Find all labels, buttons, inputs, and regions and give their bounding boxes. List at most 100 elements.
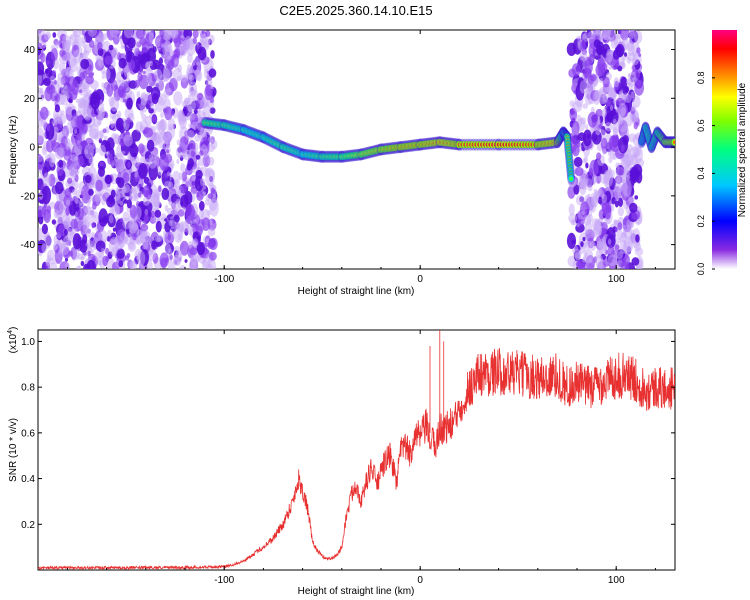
noise-speck-0-1304	[195, 169, 203, 179]
noise-speck-0-1570	[199, 127, 207, 138]
noise-speck-0-1448	[49, 262, 58, 269]
colorbar: 0.0 0.2 0.4 0.6 0.8 Normalized spectral ampl…	[696, 30, 748, 275]
noise-speck-1-514	[618, 197, 623, 207]
noise-speck-0-1154	[119, 200, 124, 206]
noise-speck-0-803	[181, 171, 188, 182]
noise-speck-0-1161	[178, 172, 183, 181]
noise-speck-0-1492	[116, 248, 125, 259]
noise-speck-0-540	[160, 111, 165, 119]
noise-speck-0-831	[205, 238, 209, 244]
noise-speck-1-586	[579, 181, 587, 196]
noise-speck-0-1061	[162, 68, 170, 82]
noise-speck-0-1525	[101, 248, 105, 253]
noise-speck-0-1543	[210, 50, 215, 59]
noise-speck-1-606	[618, 102, 627, 117]
noise-speck-0-1291	[146, 139, 155, 152]
noise-speck-1-596	[614, 244, 620, 251]
noise-speck-0-1542	[177, 109, 185, 122]
noise-speck-0-306	[38, 127, 45, 144]
noise-speck-1-510	[571, 120, 580, 137]
noise-speck-0-537	[52, 32, 57, 38]
noise-speck-0-404	[164, 204, 169, 212]
noise-speck-0-1580	[125, 255, 130, 261]
noise-speck-0-1321	[98, 144, 106, 156]
noise-speck-0-1325	[82, 219, 90, 232]
noise-speck-0-1235	[134, 79, 140, 88]
x-tick-label: 100	[608, 274, 625, 285]
figure-title: C2E5.2025.360.14.10.E15	[279, 3, 432, 18]
noise-speck-0-1447	[38, 109, 41, 118]
noise-speck-0-1318	[83, 48, 88, 54]
noise-speck-1-501	[601, 62, 608, 73]
noise-speck-0-1187	[64, 258, 69, 262]
noise-speck-0-1530	[210, 85, 215, 90]
y-tick-label: 20	[24, 94, 36, 105]
noise-speck-0-1463	[55, 209, 65, 220]
noise-speck-0-1449	[167, 59, 175, 70]
noise-speck-0-1499	[207, 193, 214, 199]
colorbar-label: Normalized spectral amplitude	[737, 82, 748, 217]
noise-speck-1-538	[587, 193, 591, 198]
noise-speck-0-1309	[175, 249, 183, 263]
noise-speck-1-577	[601, 202, 612, 214]
noise-speck-0-1496	[190, 150, 196, 157]
noise-speck-0-1582	[192, 175, 196, 182]
spectrogram-plot: -100 0 100 -40 -20 0 20 40 Height of straight …	[8, 29, 676, 297]
noise-speck-0-1549	[89, 161, 95, 168]
noise-speck-1-201	[620, 76, 628, 89]
noise-speck-0-1410	[153, 69, 163, 81]
noise-speck-1-574	[581, 210, 585, 215]
noise-speck-0-1566	[40, 106, 49, 120]
noise-speck-1-376	[612, 152, 616, 159]
noise-speck-0-1347	[187, 53, 193, 64]
noise-speck-0-1430	[99, 218, 104, 223]
noise-speck-1-468	[636, 80, 642, 86]
noise-speck-1-409	[631, 91, 635, 99]
noise-speck-0-1351	[152, 46, 157, 53]
noise-speck-1-523	[607, 30, 615, 42]
noise-speck-0-1584	[180, 185, 187, 194]
noise-speck-0-1581	[209, 97, 214, 104]
noise-speck-1-406	[634, 79, 644, 96]
noise-speck-0-1427	[65, 155, 69, 160]
snr-y-label: SNR (10 * v/v)	[8, 418, 19, 482]
noise-speck-0-1415	[138, 163, 148, 179]
noise-speck-0-1414	[151, 93, 159, 105]
noise-speck-1-375	[612, 99, 617, 104]
noise-speck-0-1389	[164, 180, 172, 189]
noise-speck-0-402	[209, 237, 218, 251]
noise-speck-0-397	[101, 197, 106, 206]
noise-speck-0-1094	[208, 68, 217, 78]
noise-speck-0-1255	[102, 71, 106, 75]
noise-speck-1-614	[579, 51, 588, 62]
noise-speck-0-1476	[46, 123, 51, 132]
noise-speck-1-572	[566, 232, 577, 249]
noise-speck-1-616	[582, 129, 592, 147]
noise-speck-0-1560	[107, 153, 114, 165]
noise-speck-0-1277	[160, 118, 165, 126]
x-tick-label: 100	[608, 575, 625, 586]
noise-speck-0-1565	[65, 199, 71, 206]
noise-speck-0-1193	[126, 199, 132, 209]
noise-speck-0-1468	[170, 111, 175, 116]
noise-speck-0-989	[126, 117, 131, 124]
noise-speck-0-1563	[126, 97, 133, 110]
noise-speck-0-740	[169, 77, 178, 92]
noise-speck-0-1436	[136, 98, 142, 104]
noise-speck-0-928	[210, 139, 218, 150]
noise-speck-0-1574	[71, 80, 79, 96]
x-tick-label: -100	[214, 575, 234, 586]
noise-speck-0-1192	[170, 230, 174, 236]
noise-speck-0-1558	[201, 259, 209, 269]
noise-speck-1-507	[575, 261, 582, 268]
noise-speck-1-255	[614, 33, 620, 40]
noise-speck-0-1352	[102, 182, 109, 190]
noise-speck-0-937	[129, 260, 138, 269]
noise-speck-1-558	[623, 93, 628, 100]
noise-speck-0-1163	[117, 177, 125, 189]
noise-speck-0-1317	[107, 229, 112, 237]
noise-speck-0-984	[205, 167, 215, 187]
noise-speck-1-490	[582, 103, 588, 109]
noise-speck-0-1557	[75, 133, 82, 147]
